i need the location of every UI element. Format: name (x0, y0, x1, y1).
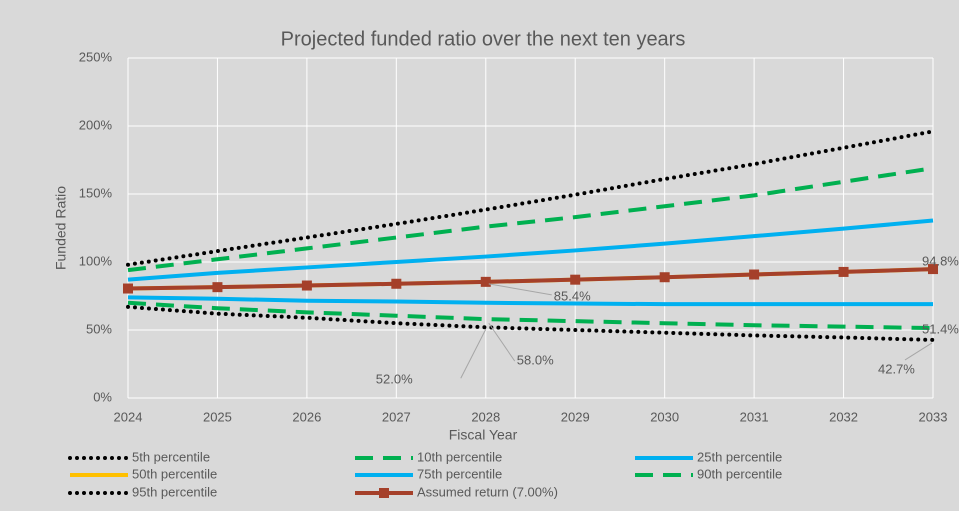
legend-marker (379, 488, 389, 498)
legend-label: 10th percentile (417, 449, 502, 464)
x-tick-label: 2032 (829, 409, 858, 424)
chart-title: Projected funded ratio over the next ten… (281, 28, 686, 50)
series-line (127, 267, 934, 291)
marker (391, 278, 402, 289)
marker (212, 282, 223, 293)
leader-line (460, 329, 487, 379)
x-tick-label: 2031 (740, 409, 769, 424)
legend-label: 75th percentile (417, 466, 502, 481)
x-tick-label: 2029 (561, 409, 590, 424)
x-axis-title: Fiscal Year (449, 427, 518, 443)
x-tick-label: 2030 (650, 409, 679, 424)
marker (838, 266, 849, 277)
series-line (127, 295, 933, 307)
y-tick-label: 50% (86, 321, 112, 336)
marker (480, 276, 491, 287)
legend-label: 90th percentile (697, 466, 782, 481)
y-tick-label: 250% (79, 49, 113, 64)
series-line (127, 166, 934, 273)
x-tick-label: 2033 (919, 409, 948, 424)
legend-label: 5th percentile (132, 449, 210, 464)
marker (301, 280, 312, 291)
data-label: 51.4% (922, 322, 959, 337)
y-tick-label: 150% (79, 185, 113, 200)
x-tick-label: 2028 (471, 409, 500, 424)
leader-line (488, 283, 552, 296)
y-tick-label: 0% (93, 389, 112, 404)
data-label: 58.0% (517, 353, 554, 368)
y-tick-label: 200% (79, 117, 113, 132)
series-line (126, 304, 935, 342)
legend-label: 25th percentile (697, 449, 782, 464)
marker (749, 269, 760, 280)
legend-label: 50th percentile (132, 466, 217, 481)
data-label: 52.0% (376, 372, 413, 387)
marker (123, 283, 133, 294)
series-line (126, 129, 935, 267)
marker (659, 272, 670, 283)
x-tick-label: 2024 (114, 409, 143, 424)
x-tick-label: 2027 (382, 409, 411, 424)
legend-label: Assumed return (7.00%) (417, 484, 558, 499)
marker (928, 264, 938, 275)
leader-line (904, 342, 933, 361)
marker (570, 274, 581, 285)
y-tick-label: 100% (79, 253, 113, 268)
x-tick-label: 2025 (203, 409, 232, 424)
series-line (127, 218, 934, 282)
data-label: 42.7% (878, 361, 915, 376)
data-label: 94.8% (922, 254, 959, 269)
leader-line (488, 322, 516, 362)
y-axis-title: Funded Ratio (53, 186, 69, 270)
data-label: 85.4% (554, 288, 591, 303)
legend-label: 95th percentile (132, 484, 217, 499)
series-line (127, 300, 934, 331)
x-tick-label: 2026 (292, 409, 321, 424)
